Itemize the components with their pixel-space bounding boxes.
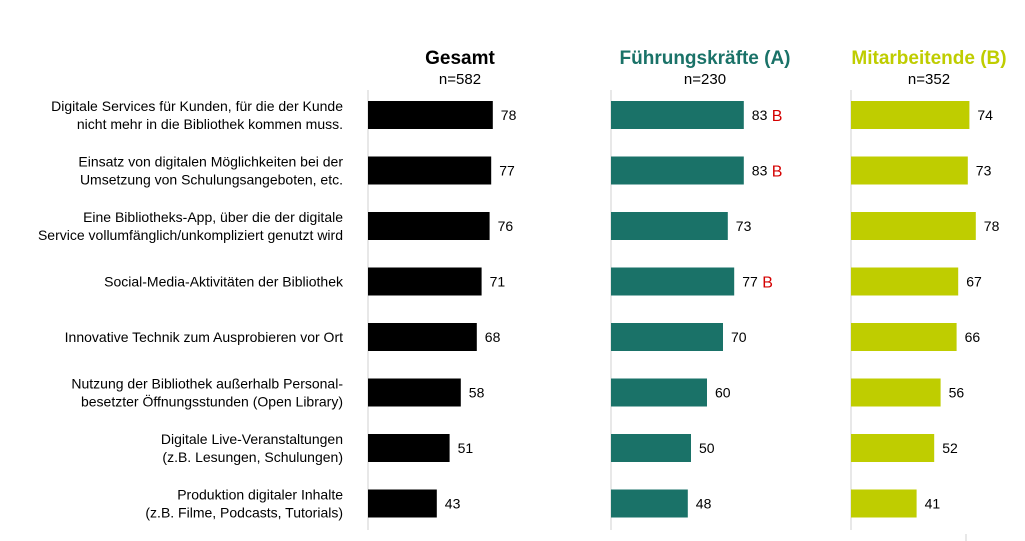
bar — [368, 489, 437, 518]
bar — [611, 323, 723, 351]
series-title: Mitarbeitende (B) — [851, 48, 1006, 69]
bar — [851, 378, 941, 407]
bar — [851, 156, 968, 185]
value-label: 60 — [715, 385, 731, 401]
value-label: 83 — [752, 107, 768, 123]
category-label: Service vollumfänglich/unkompliziert gen… — [38, 227, 343, 243]
bar — [611, 101, 744, 129]
value-label: 51 — [458, 440, 474, 456]
bar — [611, 156, 744, 185]
value-label: 41 — [925, 496, 941, 512]
series-title: Gesamt — [425, 48, 495, 69]
category-label: Innovative Technik zum Ausprobieren vor … — [65, 329, 343, 345]
category-label: besetzter Öffnungsstunden (Open Library) — [81, 393, 343, 410]
category-label: Digitale Live-Veranstaltungen — [161, 431, 343, 447]
series-n: n=230 — [684, 71, 726, 88]
category-label: Social-Media-Aktivitäten der Bibliothek — [104, 274, 344, 290]
category-label: (z.B. Lesungen, Schulungen) — [162, 449, 343, 465]
value-label: 78 — [984, 218, 1000, 234]
value-label: 77 — [742, 274, 758, 290]
category-label: Produktion digitaler Inhalte — [177, 487, 343, 503]
value-label: 76 — [498, 218, 514, 234]
bar — [851, 267, 959, 296]
value-label: 43 — [445, 496, 461, 512]
bar — [851, 101, 970, 129]
significance-marker: B — [772, 108, 783, 125]
bar — [611, 212, 728, 240]
series-n: n=582 — [439, 71, 481, 88]
value-label: 73 — [736, 218, 752, 234]
value-label: 67 — [966, 274, 982, 290]
value-label: 48 — [696, 496, 712, 512]
series-n: n=352 — [908, 71, 950, 88]
bar — [368, 156, 492, 185]
category-label: Nutzung der Bibliothek außerhalb Persona… — [71, 376, 343, 392]
bar — [611, 434, 691, 462]
value-label: 74 — [977, 107, 993, 123]
bar — [368, 378, 461, 407]
significance-marker: B — [762, 275, 773, 292]
significance-marker: B — [772, 164, 783, 181]
value-label: 58 — [469, 385, 485, 401]
category-label: nicht mehr in die Bibliothek kommen muss… — [77, 116, 343, 132]
bar — [611, 378, 707, 407]
bar — [368, 267, 482, 296]
bar — [851, 212, 976, 240]
bar — [851, 434, 935, 462]
category-label: Umsetzung von Schulungsangeboten, etc. — [80, 172, 343, 188]
value-label: 71 — [490, 274, 506, 290]
value-label: 70 — [731, 329, 747, 345]
bar — [368, 434, 450, 462]
value-label: 77 — [499, 163, 515, 179]
value-label: 68 — [485, 329, 501, 345]
bar — [611, 267, 735, 296]
value-label: 66 — [965, 329, 981, 345]
category-label: (z.B. Filme, Podcasts, Tutorials) — [145, 505, 343, 521]
bar — [611, 489, 688, 518]
value-label: 73 — [976, 163, 992, 179]
value-label: 52 — [942, 440, 958, 456]
value-label: 83 — [752, 163, 768, 179]
category-label: Digitale Services für Kunden, für die de… — [51, 98, 343, 114]
value-label: 56 — [949, 385, 965, 401]
bar — [368, 101, 493, 129]
value-label: 50 — [699, 440, 715, 456]
bar — [368, 212, 490, 240]
bar — [368, 323, 477, 351]
bar — [851, 323, 957, 351]
value-label: 78 — [501, 107, 517, 123]
category-label: Eine Bibliotheks-App, über die der digit… — [83, 209, 343, 225]
series-title: Führungskräfte (A) — [620, 48, 791, 69]
bar — [851, 489, 917, 518]
category-label: Einsatz von digitalen Möglichkeiten bei … — [78, 154, 343, 170]
